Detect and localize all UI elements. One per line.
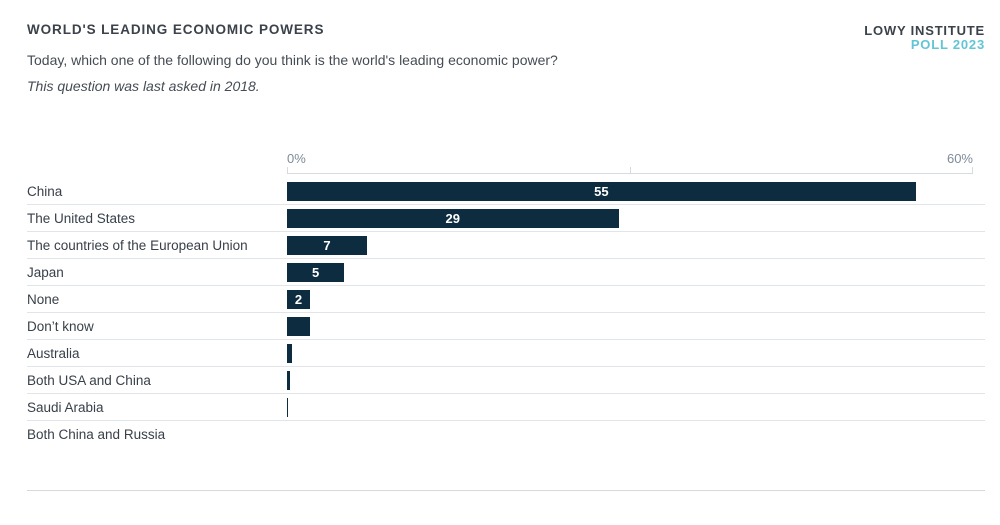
bar-value-label: 5 — [311, 264, 320, 280]
bar[interactable]: 55 — [287, 181, 916, 201]
bar-area: 2 — [287, 289, 973, 309]
category-label: Both China and Russia — [27, 427, 166, 442]
bar[interactable]: 29 — [287, 208, 619, 228]
bar[interactable]: 2 — [287, 289, 310, 309]
bar-row: Both USA and China — [27, 367, 985, 394]
axis-line: 0% 60% — [287, 150, 973, 174]
bar[interactable]: 5 — [287, 262, 345, 282]
bar-area: 5 — [287, 262, 973, 282]
bar[interactable] — [287, 316, 310, 336]
bar-row: Australia — [27, 340, 985, 367]
logo-poll-year-line: POLL 2023 — [910, 36, 985, 52]
category-label: The countries of the European Union — [27, 237, 248, 253]
footer-divider — [27, 490, 985, 491]
bar-value-label: 2 — [294, 291, 303, 307]
lowy-institute-logo: LOWY INSTITUTE POLL 2023 — [864, 24, 985, 51]
bar-row: Saudi Arabia — [27, 394, 985, 421]
bar-value-label: 7 — [323, 237, 331, 253]
bar-area — [287, 425, 973, 444]
logo-institute-line: LOWY INSTITUTE — [864, 23, 985, 38]
bar-value-label: 55 — [594, 183, 609, 199]
bar-rows: China 55 The United States 29 The countries … — [27, 178, 985, 448]
category-label: Japan — [27, 264, 64, 280]
bar-area: 7 — [287, 235, 973, 255]
category-label: China — [27, 183, 63, 199]
bar[interactable] — [287, 370, 291, 390]
bar-row: The countries of the European Union 7 — [27, 232, 985, 259]
category-label: Don’t know — [27, 318, 94, 334]
bar-row: Both China and Russia — [27, 421, 985, 448]
bar[interactable] — [287, 343, 292, 363]
axis-min-label: 0% — [287, 151, 306, 166]
x-axis: 0% 60% — [27, 150, 985, 174]
category-label: None — [27, 291, 60, 307]
axis-max-label: 60% — [946, 151, 973, 166]
chart-footnote: This question was last asked in 2018. — [27, 78, 260, 94]
bar-area — [287, 397, 973, 417]
bar-value-label: 29 — [445, 210, 461, 226]
bar-row: The United States 29 — [27, 205, 985, 232]
axis-spacer — [27, 150, 287, 174]
bar[interactable]: 7 — [287, 235, 368, 255]
bar-row: Don’t know — [27, 313, 985, 340]
category-label: Both USA and China — [27, 372, 151, 388]
bar-area — [287, 316, 973, 336]
category-label: The United States — [27, 210, 136, 226]
category-label: Australia — [27, 345, 80, 361]
bar[interactable] — [287, 397, 289, 417]
axis-tick — [287, 167, 288, 173]
page-title: WORLD'S LEADING ECONOMIC POWERS — [27, 22, 325, 37]
bar-row: China 55 — [27, 178, 985, 205]
axis-tick — [972, 167, 973, 173]
axis-tick — [630, 167, 631, 173]
bar-area: 55 — [287, 181, 973, 201]
bar-row: None 2 — [27, 286, 985, 313]
chart-question: Today, which one of the following do you… — [27, 52, 558, 68]
bar-area: 29 — [287, 208, 973, 228]
bar-row: Japan 5 — [27, 259, 985, 286]
bar-area — [287, 370, 973, 390]
bar-area — [287, 343, 973, 363]
category-label: Saudi Arabia — [27, 399, 104, 415]
